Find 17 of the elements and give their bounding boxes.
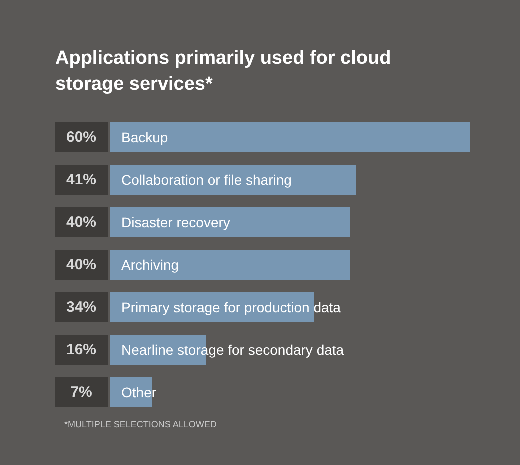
bar — [110, 165, 356, 195]
bar — [110, 208, 350, 238]
y-tick-label: Archiving — [122, 257, 180, 273]
bar — [110, 250, 350, 280]
chart-title: Applications primarily used for cloud storage services* — [56, 48, 392, 95]
data-label: 41% — [66, 172, 97, 188]
data-label: 16% — [66, 342, 97, 358]
bar — [110, 122, 470, 152]
text: *MULTIPLE SELECTIONS ALLOWED — [64, 420, 218, 430]
y-tick-label: Disaster recovery — [122, 214, 230, 230]
data-label: 34% — [66, 299, 97, 316]
data-label: 60% — [66, 129, 97, 146]
y-tick-label: Collaboration or file sharing — [122, 172, 292, 188]
data-label: 40% — [66, 256, 97, 274]
data-label: 7% — [70, 384, 92, 401]
y-tick-label: Backup — [122, 130, 168, 146]
data-label: 40% — [66, 214, 97, 231]
